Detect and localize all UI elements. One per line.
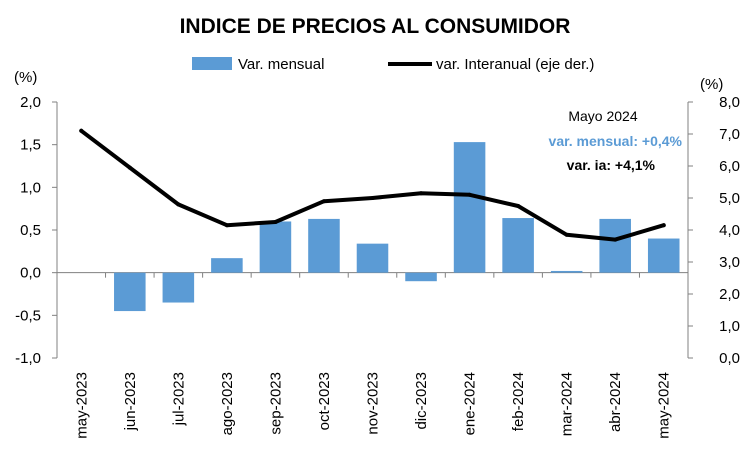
point-may-2023 [79,128,84,133]
point-ago-2023 [224,223,229,228]
bar-abr-2024 [599,218,631,273]
annotation-yoy: var. ia: +4,1% [567,157,656,173]
point-sep-2023 [273,220,278,224]
right-tick-label: 0,0 [719,350,740,367]
point-dic-2023 [419,191,424,196]
point-abr-2024 [613,237,618,242]
right-axis-unit: (%) [700,76,723,93]
left-tick-label: 0,0 [20,265,41,282]
category-label: jun-2023 [122,372,139,431]
annotation: Mayo 2024 var. mensual: +0,4% var. ia: +… [549,108,683,173]
bar-sep-2023 [259,221,292,273]
point-nov-2023 [370,196,375,200]
axes: 2,0 1,5 1,0 0,5 0,0 -0,5 -1,0 8,0 7,0 6,0 5,0 4,0 3,… [15,94,740,367]
right-tick-label: 7,0 [719,126,740,143]
legend-label-monthly: Var. mensual [238,56,324,73]
annotation-monthly: var. mensual: +0,4% [549,133,683,149]
point-may-2024 [661,223,666,228]
annotation-period: Mayo 2024 [568,108,637,124]
left-tick-label: 1,5 [20,137,41,154]
category-label: jul-2023 [170,372,187,426]
category-label: sep-2023 [267,372,284,435]
bar-series [114,142,680,312]
left-axis-unit: (%) [14,69,37,86]
bar-ene-2024 [453,142,486,273]
category-label: abr-2024 [607,372,624,432]
line-series [79,128,666,242]
left-tick-label: 1,0 [20,179,41,196]
bar-jun-2023 [114,272,146,312]
category-label: may-2023 [73,372,90,439]
left-tick-label: 0,5 [20,222,41,239]
bar-dic-2023 [405,272,437,282]
bar-feb-2024 [502,218,534,273]
chart-title: INDICE DE PRECIOS AL CONSUMIDOR [180,15,571,38]
category-label: dic-2023 [413,372,430,430]
category-label: mar-2024 [559,372,576,436]
category-label: feb-2024 [510,372,527,431]
right-tick-label: 8,0 [719,94,740,111]
right-tick-label: 6,0 [719,158,740,175]
point-oct-2023 [321,199,326,204]
point-mar-2024 [564,232,569,237]
legend-label-yoy: var. Interanual (eje der.) [436,56,594,73]
bar-mar-2024 [550,270,583,273]
category-label: oct-2023 [316,372,333,430]
category-label: nov-2023 [365,372,382,435]
point-ene-2024 [467,192,472,197]
right-tick-label: 5,0 [719,190,740,207]
point-jul-2023 [176,202,181,207]
left-tick-label: 2,0 [20,94,41,111]
point-feb-2024 [516,204,521,208]
legend-swatch-monthly [192,57,232,70]
category-labels: may-2023 jun-2023 jul-2023 ago-2023 sep-2023… [73,372,672,439]
right-tick-label: 4,0 [719,222,740,239]
legend: Var. mensual var. Interanual (eje der.) [192,56,594,73]
right-tick-label: 2,0 [719,286,740,303]
left-tick-label: -1,0 [15,350,41,367]
point-jun-2023 [127,165,132,170]
bar-jul-2023 [162,272,195,303]
category-label: ene-2024 [462,372,479,435]
right-tick-label: 1,0 [719,318,740,335]
bar-may-2024 [647,238,680,273]
bar-nov-2023 [356,243,389,273]
right-tick-label: 3,0 [719,254,740,271]
bar-oct-2023 [308,218,340,273]
category-label: may-2024 [656,372,673,439]
category-label: ago-2023 [219,372,236,435]
bar-ago-2023 [211,258,243,273]
left-tick-label: -0,5 [15,307,41,324]
